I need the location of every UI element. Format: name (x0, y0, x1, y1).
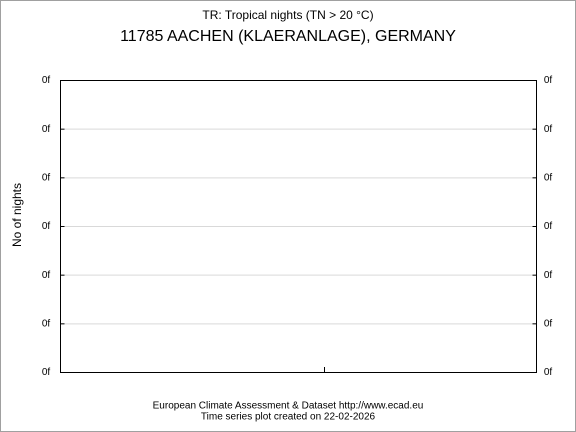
y-tick-label: 0f (42, 172, 51, 183)
y-tick-label: 0f (544, 124, 553, 135)
y-tick-label: 0f (544, 75, 553, 86)
y-tick-label: 0f (42, 367, 51, 378)
chart-title: 11785 AACHEN (KLAERANLAGE), GERMANY (120, 28, 456, 45)
y-tick-label: 0f (544, 270, 553, 281)
footer: Time series plot created on 22-02-2026 (201, 412, 376, 423)
y-tick-label: 0f (42, 318, 51, 329)
chart-subtitle: TR: Tropical nights (TN > 20 °C) (202, 8, 373, 22)
y-tick-label: 0f (42, 75, 51, 86)
y-tick-label: 0f (42, 221, 51, 232)
y-tick-label: 0f (544, 172, 553, 183)
y-tick-label: 0f (544, 367, 553, 378)
y-tick-label: 0f (42, 124, 51, 135)
footer: European Climate Assessment & Dataset ht… (153, 401, 424, 412)
y-axis-label: No of nights (10, 183, 24, 247)
y-tick-label: 0f (42, 270, 51, 281)
y-tick-label: 0f (544, 318, 553, 329)
y-tick-label: 0f (544, 221, 553, 232)
